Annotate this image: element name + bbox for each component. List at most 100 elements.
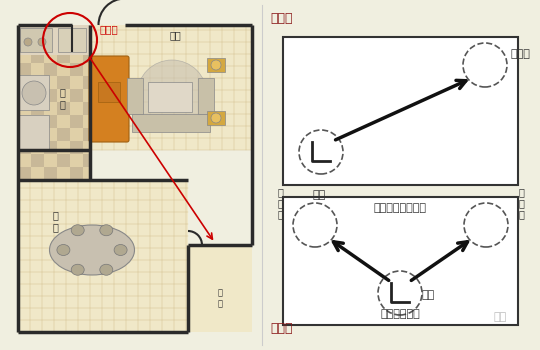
Text: 图一：: 图一： bbox=[270, 12, 293, 25]
Bar bbox=[58, 28, 86, 52]
Bar bbox=[44, 50, 57, 63]
Bar bbox=[70, 102, 83, 115]
Bar bbox=[70, 50, 83, 63]
Text: 动位: 动位 bbox=[312, 190, 326, 200]
Bar bbox=[18, 37, 31, 50]
Bar bbox=[57, 37, 70, 50]
Bar bbox=[148, 82, 192, 112]
Bar bbox=[44, 102, 57, 115]
Text: 明
财
位: 明 财 位 bbox=[277, 187, 283, 219]
Circle shape bbox=[137, 60, 207, 130]
Text: 客厅: 客厅 bbox=[169, 30, 181, 40]
Bar bbox=[70, 167, 83, 180]
Text: 厅: 厅 bbox=[52, 222, 58, 232]
Bar bbox=[31, 76, 44, 89]
Bar bbox=[70, 89, 83, 102]
Circle shape bbox=[211, 60, 221, 70]
Ellipse shape bbox=[50, 225, 134, 275]
Bar bbox=[83, 167, 90, 180]
Bar bbox=[18, 180, 188, 332]
Circle shape bbox=[24, 38, 32, 46]
Bar bbox=[70, 128, 83, 141]
Bar bbox=[83, 141, 90, 154]
Bar bbox=[44, 89, 57, 102]
Bar bbox=[44, 115, 57, 128]
Bar bbox=[18, 25, 31, 37]
Bar bbox=[83, 115, 90, 128]
Bar bbox=[18, 128, 31, 141]
Bar bbox=[31, 89, 44, 102]
Bar bbox=[83, 102, 90, 115]
Bar bbox=[31, 154, 44, 167]
Ellipse shape bbox=[71, 264, 84, 275]
Bar bbox=[31, 141, 44, 154]
Bar bbox=[19, 115, 49, 150]
Bar bbox=[207, 58, 225, 72]
Circle shape bbox=[38, 38, 46, 46]
Text: 户门在房间一角时: 户门在房间一角时 bbox=[374, 203, 427, 213]
Bar bbox=[18, 102, 31, 115]
Text: 明财位: 明财位 bbox=[510, 49, 530, 59]
Bar bbox=[207, 111, 225, 125]
Text: 明财位: 明财位 bbox=[100, 24, 119, 34]
Text: 厨: 厨 bbox=[59, 87, 65, 97]
Bar bbox=[31, 63, 44, 76]
Bar bbox=[57, 25, 70, 37]
Bar bbox=[31, 50, 44, 63]
Bar bbox=[19, 75, 49, 110]
Bar bbox=[70, 76, 83, 89]
Text: 明
财
位: 明 财 位 bbox=[518, 187, 524, 219]
Bar bbox=[57, 115, 70, 128]
Bar bbox=[18, 25, 90, 55]
Text: 餐: 餐 bbox=[52, 210, 58, 220]
Bar bbox=[31, 115, 44, 128]
Bar bbox=[44, 25, 57, 37]
Bar bbox=[18, 76, 31, 89]
Bar bbox=[70, 154, 83, 167]
Bar bbox=[83, 63, 90, 76]
Bar bbox=[44, 37, 57, 50]
Bar bbox=[57, 102, 70, 115]
Bar bbox=[18, 63, 31, 76]
Bar bbox=[70, 63, 83, 76]
Bar bbox=[57, 76, 70, 89]
Text: 房: 房 bbox=[59, 99, 65, 109]
Bar bbox=[31, 37, 44, 50]
Bar bbox=[70, 25, 83, 37]
Text: 图二：: 图二： bbox=[270, 322, 293, 335]
Bar bbox=[44, 141, 57, 154]
Bar bbox=[90, 25, 252, 150]
Bar bbox=[283, 37, 518, 185]
Text: 动位: 动位 bbox=[421, 290, 435, 300]
Bar bbox=[70, 141, 83, 154]
Text: 入: 入 bbox=[218, 288, 222, 297]
Bar bbox=[57, 89, 70, 102]
Circle shape bbox=[211, 113, 221, 123]
Bar bbox=[98, 82, 120, 102]
Bar bbox=[83, 25, 90, 37]
Bar bbox=[132, 114, 210, 132]
Ellipse shape bbox=[100, 225, 113, 236]
Bar bbox=[31, 167, 44, 180]
Ellipse shape bbox=[100, 264, 113, 275]
Bar bbox=[57, 63, 70, 76]
Text: 户: 户 bbox=[218, 299, 222, 308]
Bar bbox=[31, 128, 44, 141]
Bar bbox=[18, 141, 31, 154]
Bar bbox=[18, 167, 31, 180]
Bar bbox=[44, 167, 57, 180]
Ellipse shape bbox=[114, 245, 127, 256]
Bar bbox=[57, 167, 70, 180]
Bar bbox=[83, 128, 90, 141]
Circle shape bbox=[22, 81, 46, 105]
Text: 灵匮: 灵匮 bbox=[494, 312, 507, 322]
Bar bbox=[44, 76, 57, 89]
Bar bbox=[188, 245, 252, 332]
Bar bbox=[83, 154, 90, 167]
Bar bbox=[70, 115, 83, 128]
Bar bbox=[44, 154, 57, 167]
Bar bbox=[31, 102, 44, 115]
Bar bbox=[83, 37, 90, 50]
Bar bbox=[83, 89, 90, 102]
FancyBboxPatch shape bbox=[89, 56, 129, 142]
